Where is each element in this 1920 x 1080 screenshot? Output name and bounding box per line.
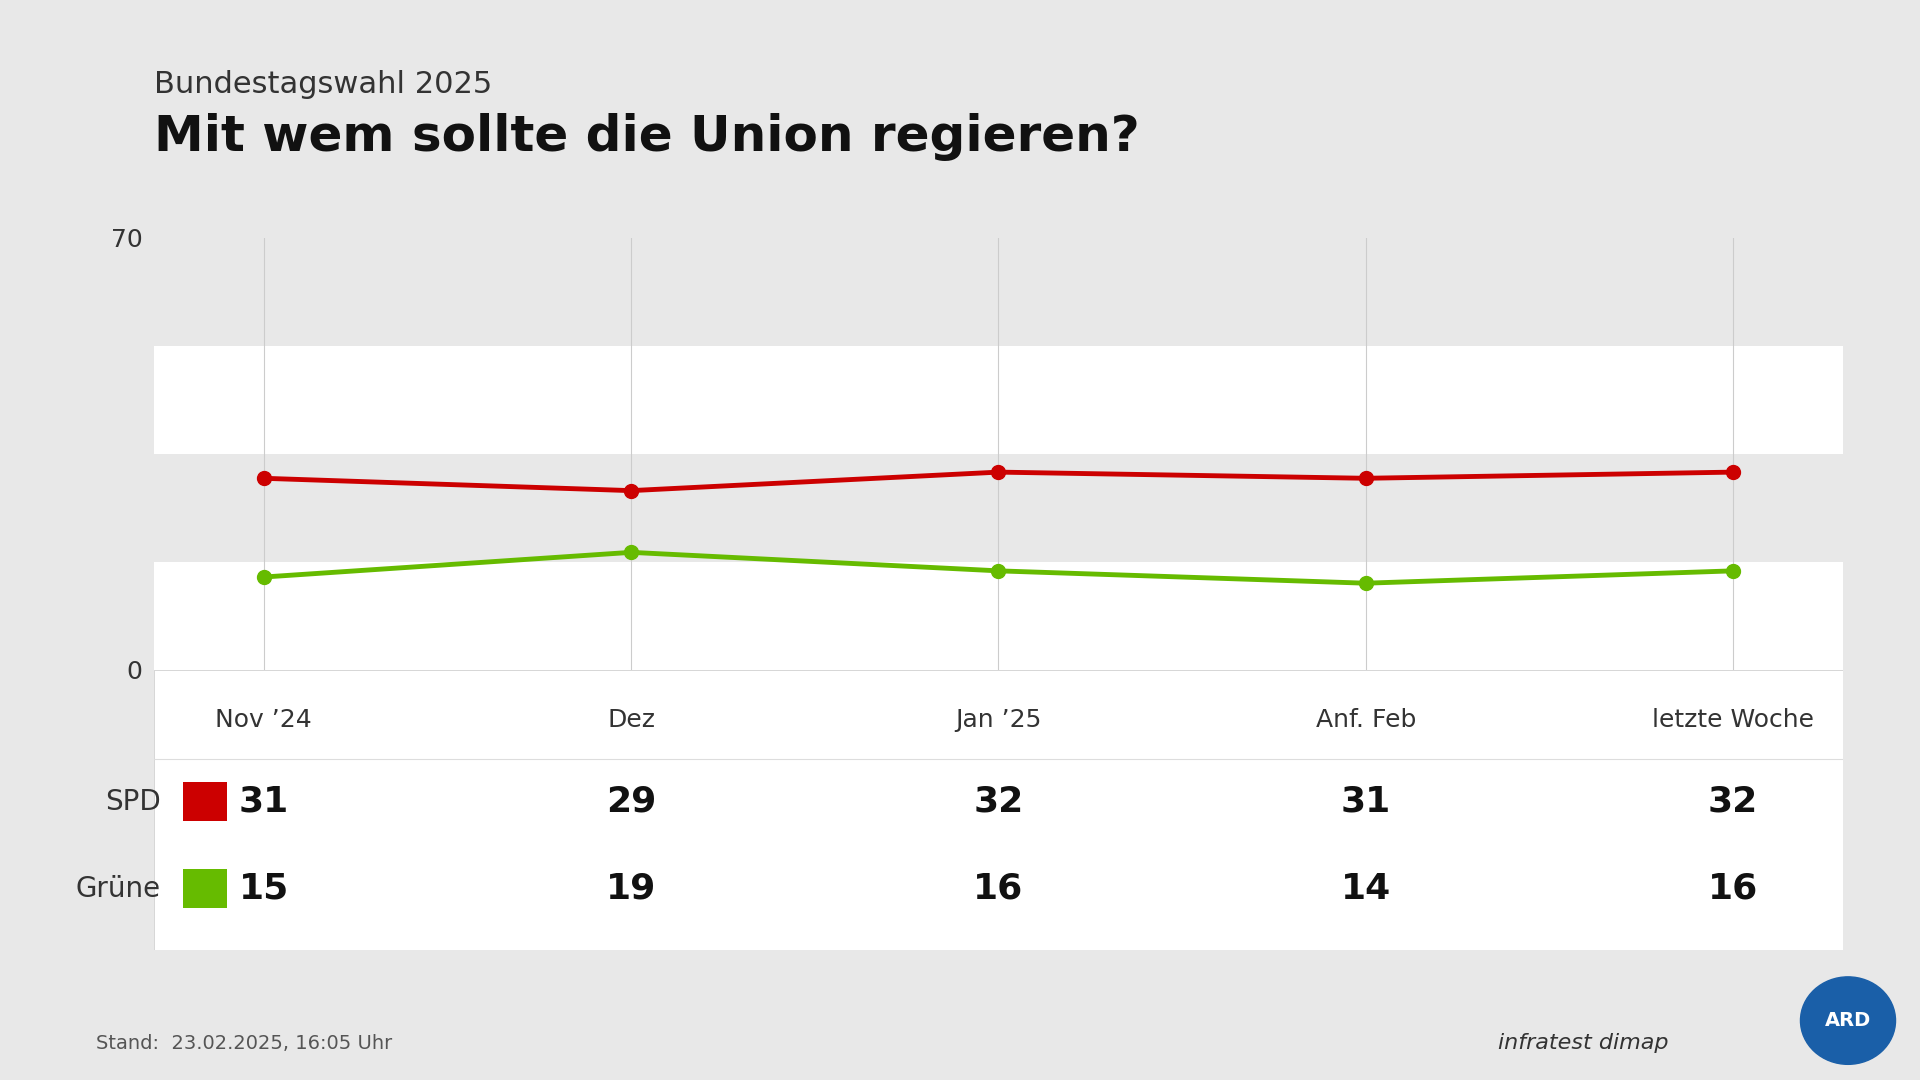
Bar (154, 346, 1843, 454)
Text: Dez: Dez (607, 708, 655, 732)
Text: 16: 16 (1709, 872, 1759, 906)
Text: letzte Woche: letzte Woche (1651, 708, 1814, 732)
Text: Jan ’25: Jan ’25 (956, 708, 1041, 732)
Text: 14: 14 (1340, 872, 1390, 906)
Text: 31: 31 (1340, 784, 1390, 819)
Text: 32: 32 (1709, 784, 1759, 819)
Text: 32: 32 (973, 784, 1023, 819)
Text: Nov ’24: Nov ’24 (215, 708, 313, 732)
Bar (154, 238, 1843, 346)
Text: Grüne: Grüne (75, 875, 161, 903)
Text: SPD: SPD (106, 787, 161, 815)
Text: ARD: ARD (1824, 1011, 1872, 1030)
Text: Stand:  23.02.2025, 16:05 Uhr: Stand: 23.02.2025, 16:05 Uhr (96, 1034, 392, 1053)
Text: Mit wem sollte die Union regieren?: Mit wem sollte die Union regieren? (154, 113, 1139, 161)
FancyBboxPatch shape (154, 670, 1843, 950)
Text: 31: 31 (238, 784, 288, 819)
FancyBboxPatch shape (182, 782, 227, 821)
Text: Bundestagswahl 2025: Bundestagswahl 2025 (154, 70, 492, 99)
Circle shape (1801, 976, 1895, 1065)
Text: infratest dimap: infratest dimap (1498, 1032, 1668, 1053)
Text: 15: 15 (238, 872, 288, 906)
Text: 29: 29 (607, 784, 657, 819)
Text: 19: 19 (607, 872, 657, 906)
Text: 16: 16 (973, 872, 1023, 906)
Bar (154, 562, 1843, 670)
FancyBboxPatch shape (182, 869, 227, 908)
Bar (154, 454, 1843, 562)
Text: Anf. Feb: Anf. Feb (1315, 708, 1415, 732)
